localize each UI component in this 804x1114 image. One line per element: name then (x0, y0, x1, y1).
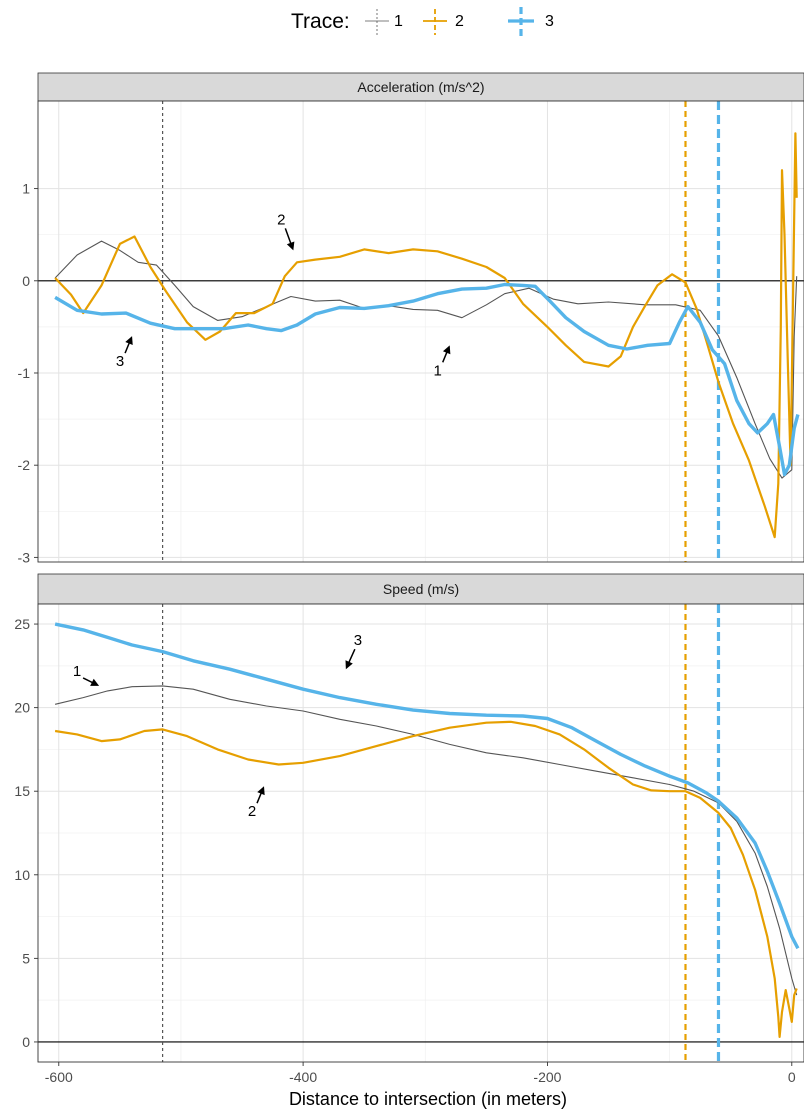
y-tick-label: 0 (22, 1034, 30, 1050)
legend-key-1 (365, 9, 389, 35)
panel-background (38, 101, 804, 562)
annotation-arrowhead (286, 241, 295, 251)
annotation-label: 3 (354, 632, 362, 649)
y-tick-label: -2 (18, 457, 31, 473)
annotation-label: 2 (248, 803, 256, 820)
annotation-arrowhead (257, 786, 265, 796)
y-tick-label: -3 (18, 549, 31, 565)
legend: Trace: 1 2 3 (0, 0, 804, 50)
y-tick-label: 0 (22, 273, 30, 289)
x-axis: -600 -400 -200 0 (45, 1062, 796, 1085)
x-tick-label: -600 (45, 1069, 73, 1085)
x-tick-label: -200 (533, 1069, 561, 1085)
panel-border (37, 100, 804, 563)
annotation-arrowhead (125, 336, 133, 346)
facet-strip-label: Acceleration (m/s^2) (357, 79, 484, 95)
annotation-label: 2 (277, 211, 285, 228)
y-tick-label: 15 (14, 783, 30, 799)
facet-strip-label: Speed (m/s) (383, 581, 459, 597)
annotation-arrowhead (90, 678, 100, 686)
legend-label-2: 2 (455, 13, 464, 30)
legend-label-1: 1 (394, 13, 403, 30)
legend-key-2 (423, 9, 447, 35)
annotation-label: 1 (434, 362, 442, 379)
x-tick-label: 0 (788, 1069, 796, 1085)
series-line-trace-1 (54, 685, 798, 996)
annotation-label: 1 (73, 663, 81, 680)
speed-panel: Speed (m/s) 0 5 10 15 20 25 1 3 2 (14, 573, 804, 1063)
facet-strip (37, 72, 804, 102)
acceleration-panel: Acceleration (m/s^2) -3 -2 -1 0 1 2 3 1 (18, 72, 804, 565)
annotation-arrowhead (345, 660, 353, 670)
panel-border (37, 603, 804, 1063)
series-line-trace-3 (54, 282, 800, 477)
annotation-label: 3 (116, 353, 124, 370)
x-tick-label: -400 (289, 1069, 317, 1085)
x-axis-title: Distance to intersection (in meters) (289, 1089, 567, 1109)
y-tick-label: -1 (18, 365, 31, 381)
series-line-trace-2 (54, 720, 798, 1038)
series-line-trace-3 (54, 622, 800, 950)
legend-keys (365, 7, 534, 36)
y-tick-label: 20 (14, 700, 30, 716)
legend-title: Trace: (291, 10, 350, 33)
y-tick-label: 1 (22, 181, 30, 197)
legend-key-3 (508, 7, 534, 36)
series-line-trace-2 (54, 132, 798, 539)
y-tick-label: 5 (22, 950, 30, 966)
annotation-arrowhead (442, 345, 451, 355)
y-tick-label: 25 (14, 616, 30, 632)
facet-strip (37, 573, 804, 605)
series-line-trace-1 (54, 240, 798, 479)
legend-label-3: 3 (545, 13, 554, 30)
y-tick-label: 10 (14, 867, 30, 883)
